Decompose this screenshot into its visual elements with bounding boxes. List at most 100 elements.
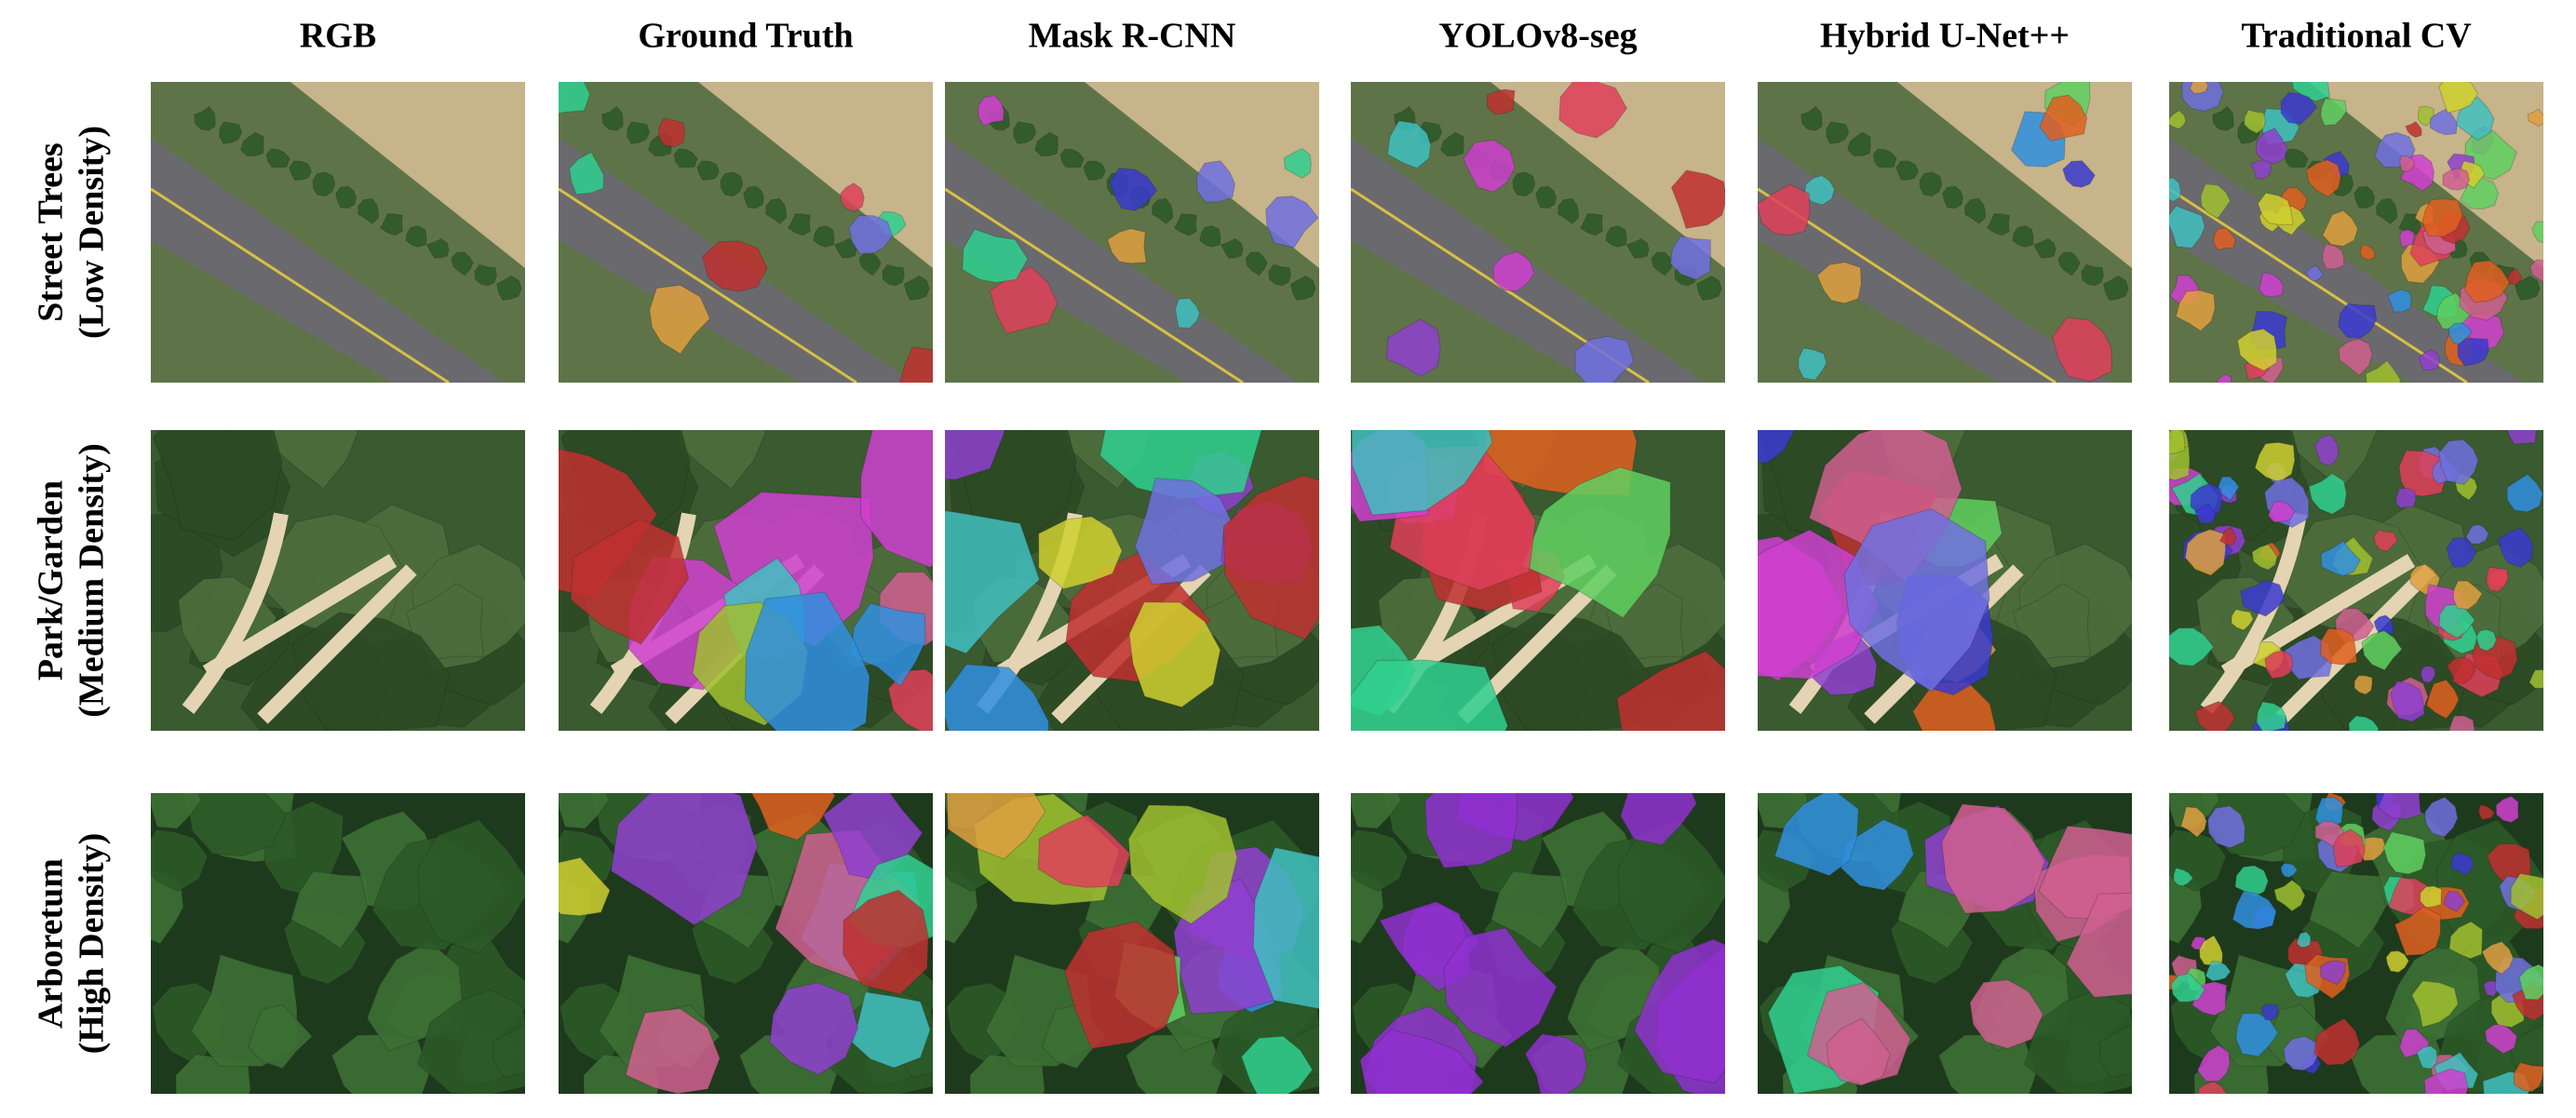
segment-mask [2039, 94, 2088, 142]
segment-mask [559, 793, 610, 829]
segment-mask [1490, 870, 1570, 950]
road-line [559, 187, 857, 383]
segment-mask [1942, 185, 1963, 209]
segment-mask [1964, 197, 1987, 224]
segment-mask [2484, 1023, 2518, 1055]
segment-mask [2417, 105, 2434, 127]
road-line [2169, 187, 2468, 383]
segment-mask [2373, 529, 2398, 553]
road [2169, 138, 2523, 383]
segment-mask [859, 430, 933, 568]
segment-mask [720, 171, 744, 197]
segment-mask [2291, 82, 2330, 102]
segment-mask [2212, 105, 2234, 131]
segment-mask [1801, 105, 1823, 131]
image-panel [151, 82, 525, 383]
row-label: (Low Density) [73, 126, 112, 339]
segment-mask [2446, 537, 2477, 569]
segment-mask [2309, 870, 2388, 950]
image-panel [945, 430, 1319, 731]
segment-mask [2373, 614, 2394, 636]
segment-mask [1774, 793, 1859, 877]
segment-mask [405, 225, 427, 248]
segment-mask [1240, 1035, 1314, 1094]
segment-mask [899, 345, 933, 383]
segment-mask [1064, 921, 1180, 1050]
segment-mask [696, 160, 720, 181]
segment-mask [2514, 275, 2541, 301]
segment-mask [2442, 167, 2471, 191]
segment-mask [2200, 183, 2232, 220]
segment-mask [701, 240, 768, 292]
segment-mask [2423, 1068, 2469, 1094]
segment-mask [2012, 225, 2034, 248]
segment-mask [335, 185, 357, 209]
segment-mask [1245, 251, 1268, 276]
segment-mask [2306, 159, 2341, 198]
segment-mask [2217, 373, 2232, 383]
segment-mask [1443, 927, 1558, 1048]
segment-mask [2052, 317, 2113, 383]
segment-mask [570, 518, 690, 645]
segment-mask [2398, 450, 2448, 497]
image-panel [1351, 793, 1725, 1094]
segment-mask [2081, 263, 2104, 287]
segment-mask [1386, 120, 1432, 169]
image-panel [945, 793, 1319, 1094]
segment-mask [750, 793, 836, 841]
segment-mask [1872, 148, 1897, 168]
segment-mask [848, 214, 894, 255]
segment-mask [1424, 793, 1518, 869]
segment-mask [219, 121, 243, 144]
segment-mask [379, 213, 403, 236]
segment-mask [1669, 236, 1711, 280]
segment-mask [2173, 867, 2194, 887]
segment-mask [2394, 487, 2417, 509]
image-panel [151, 430, 525, 731]
segment-mask [569, 151, 605, 195]
segment-mask [405, 583, 484, 661]
image-panel [559, 82, 933, 383]
segment-mask [1351, 659, 1509, 731]
image-panel [1758, 430, 2132, 731]
row-label: Street Trees [32, 142, 71, 321]
segment-mask [2333, 828, 2366, 868]
segment-mask [2452, 580, 2483, 611]
segment-mask [1289, 275, 1316, 301]
column-header: Ground Truth [638, 17, 853, 56]
segment-mask [2169, 177, 2181, 203]
segment-mask [2256, 701, 2287, 731]
segment-mask [858, 251, 882, 276]
segment-mask [2169, 430, 2186, 455]
segment-mask [2425, 679, 2460, 720]
segment-mask [1083, 160, 1106, 181]
image-panel [1758, 82, 2132, 383]
segment-mask [2529, 668, 2543, 690]
segment-mask [2420, 665, 2436, 683]
segment-mask [2280, 91, 2318, 125]
segment-mask [2464, 260, 2511, 303]
segment-mask [2322, 209, 2359, 248]
segment-mask [2234, 865, 2269, 897]
segment-mask [1633, 938, 1725, 1084]
image-panel [1351, 82, 1725, 383]
segment-mask [1986, 213, 2010, 236]
segment-mask [2198, 1081, 2228, 1094]
segment-mask [240, 131, 264, 156]
segment-mask [357, 197, 380, 224]
segment-mask [2385, 950, 2409, 974]
segment-mask [978, 94, 1005, 127]
segment-mask [2169, 110, 2187, 130]
segment-mask [1265, 195, 1319, 249]
segment-mask [2477, 803, 2496, 820]
segment-mask [1152, 197, 1174, 224]
segment-mask [1252, 846, 1319, 1010]
segment-mask [2450, 851, 2475, 877]
segment-mask [2518, 963, 2543, 1001]
segment-mask [2387, 289, 2413, 313]
segment-mask [2531, 221, 2543, 244]
image-panel [2169, 82, 2543, 383]
segment-mask [2338, 303, 2378, 339]
segment-mask [425, 237, 450, 259]
